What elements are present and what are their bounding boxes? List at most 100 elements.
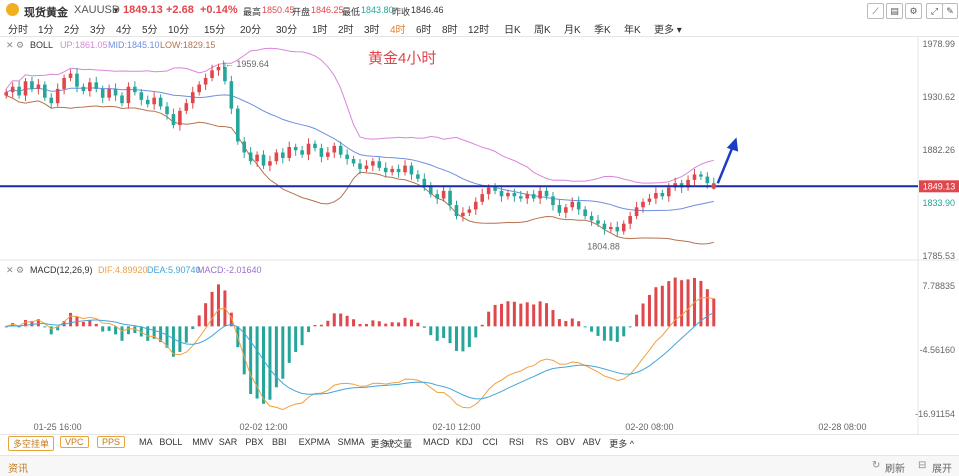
macd-dif-value: DIF:4.89920	[98, 265, 148, 275]
candle-body	[139, 92, 144, 100]
timeframe-4[interactable]: 4分	[116, 25, 132, 36]
timeframe-bar: 分时 1分 2分 3分 4分 5分 10分 15分 20分 30分 1时 2时 3时 4时 6时 8时 12时 日…	[0, 20, 959, 36]
close-sub-indicator-icon[interactable]: ✕	[6, 265, 14, 275]
timeframe-1[interactable]: 1分	[38, 25, 54, 36]
refresh-icon[interactable]: ↻	[872, 460, 881, 471]
candle-body	[10, 86, 15, 93]
macd-histogram-bar	[461, 326, 465, 352]
candle-body	[499, 190, 504, 197]
timeframe-6[interactable]: 10分	[168, 25, 190, 36]
candle-body	[538, 190, 542, 199]
current-price-tag: 1849.13	[923, 181, 956, 191]
macd-histogram-bar	[557, 319, 561, 327]
candle-body	[107, 88, 111, 98]
timeframe-10[interactable]: 1时	[312, 25, 328, 36]
last-price: 1849.13	[123, 4, 163, 16]
candle-body	[358, 163, 362, 169]
instrument-symbol[interactable]: XAUUSD	[74, 4, 120, 16]
timeframe-0[interactable]: 分时	[8, 25, 28, 36]
x-tick-label: 01-25 16:00	[34, 422, 82, 432]
macd-histogram-bar	[326, 320, 330, 327]
timeframe-18[interactable]: 周K	[534, 25, 551, 36]
x-tick-label: 02-28 08:00	[818, 422, 866, 432]
timeframe-13[interactable]: 4时	[390, 25, 406, 36]
candle-body	[145, 99, 150, 105]
price-change-pct: +0.14%	[200, 4, 238, 16]
timeframe-5[interactable]: 5分	[142, 25, 158, 36]
timeframe-3[interactable]: 3分	[90, 25, 106, 36]
sub-indicator-4[interactable]: RSI	[509, 437, 525, 447]
instrument-name: 现货黄金	[24, 7, 68, 19]
timeframe-2[interactable]: 2分	[64, 25, 80, 36]
main-indicator-8[interactable]: 更多 ^	[370, 439, 396, 449]
candle-body	[216, 67, 221, 71]
timeframe-9[interactable]: 30分	[276, 25, 298, 36]
macd-histogram-bar	[62, 321, 66, 327]
timeframe-19[interactable]: 月K	[564, 25, 581, 36]
main-indicator-6[interactable]: EXPMA	[298, 437, 331, 447]
sub-indicator-3[interactable]: CCI	[482, 437, 498, 447]
gear-icon[interactable]: ⚙	[16, 265, 25, 275]
candle-body	[300, 150, 304, 155]
timeframe-14[interactable]: 6时	[416, 25, 432, 36]
candle-body	[248, 152, 253, 162]
main-indicator-2[interactable]: MMV	[192, 437, 214, 447]
max-price-label: |← 1959.64	[222, 59, 268, 69]
draw-tool-icon[interactable]: ✎	[942, 3, 958, 19]
sub-indicator-2[interactable]: KDJ	[455, 437, 473, 447]
macd-histogram-bar	[287, 326, 291, 363]
candle-body	[81, 86, 86, 92]
candle-body	[30, 81, 34, 89]
candle-body	[435, 194, 439, 199]
expand-button[interactable]: 展开	[932, 464, 952, 475]
timeframe-17[interactable]: 日K	[504, 25, 521, 36]
candle-body	[88, 82, 92, 92]
main-indicator-3[interactable]: SAR	[218, 437, 238, 447]
macd-value: MACD:-2.01640	[197, 265, 262, 275]
candle-body	[68, 73, 73, 78]
news-label[interactable]: 资讯	[8, 464, 28, 475]
candle-body	[190, 92, 195, 104]
timeframe-20[interactable]: 季K	[594, 25, 611, 36]
macd-dea-value: DEA:5.90740	[147, 265, 201, 275]
macd-histogram-bar	[577, 321, 581, 327]
price-chart[interactable]: 1978.99 1930.62 1882.26 1833.90 1785.53 7.788…	[0, 0, 959, 435]
sub-indicator-8[interactable]: 更多 ^	[609, 439, 634, 449]
timeframe-12[interactable]: 3时	[364, 25, 380, 36]
tag-0[interactable]: 多空挂单	[8, 436, 55, 451]
candle-body	[506, 193, 510, 197]
main-indicator-4[interactable]: PBX	[245, 437, 264, 447]
symbol-dropdown-icon[interactable]: ▼	[112, 6, 120, 15]
chart-style-icon[interactable]: ▤	[886, 3, 903, 19]
gear-icon[interactable]: ⚙	[16, 40, 25, 50]
macd-histogram-bar	[506, 301, 510, 327]
main-indicator-5[interactable]: BBI	[272, 437, 287, 447]
main-indicator-0[interactable]: MA	[139, 437, 153, 447]
sub-indicator-7[interactable]: ABV	[582, 437, 601, 447]
refresh-button[interactable]: 刷新	[885, 464, 905, 475]
timeframe-11[interactable]: 2时	[338, 25, 354, 36]
tag-1[interactable]: VPC	[60, 436, 89, 448]
timeframe-22[interactable]: 更多 ▾	[654, 25, 682, 36]
settings-icon[interactable]: ⚙	[905, 3, 922, 19]
timeframe-15[interactable]: 8时	[442, 25, 458, 36]
sub-indicator-6[interactable]: OBV	[556, 437, 576, 447]
macd-histogram-bar	[409, 319, 413, 327]
timeframe-16[interactable]: 12时	[468, 25, 490, 36]
sub-indicator-5[interactable]: RS	[535, 437, 549, 447]
candle-body	[62, 77, 66, 89]
close-main-indicator-icon[interactable]: ✕	[6, 40, 14, 50]
tag-2[interactable]: PPS	[97, 436, 126, 448]
boll-low-value: LOW:1829.15	[160, 40, 216, 50]
candle-body	[583, 209, 587, 217]
macd-histogram-bar	[686, 279, 690, 327]
expand-icon[interactable]: ⊟	[918, 460, 927, 471]
timeframe-8[interactable]: 20分	[240, 25, 262, 36]
timeframe-7[interactable]: 15分	[204, 25, 226, 36]
main-indicator-1[interactable]: BOLL	[159, 437, 183, 447]
sub-indicator-0[interactable]: 成交量	[385, 439, 413, 449]
sub-indicator-1[interactable]: MACD	[423, 437, 450, 447]
draw-line-icon[interactable]: ⟋	[867, 3, 884, 19]
timeframe-21[interactable]: 年K	[624, 25, 641, 36]
main-indicator-7[interactable]: SMMA	[337, 437, 365, 447]
